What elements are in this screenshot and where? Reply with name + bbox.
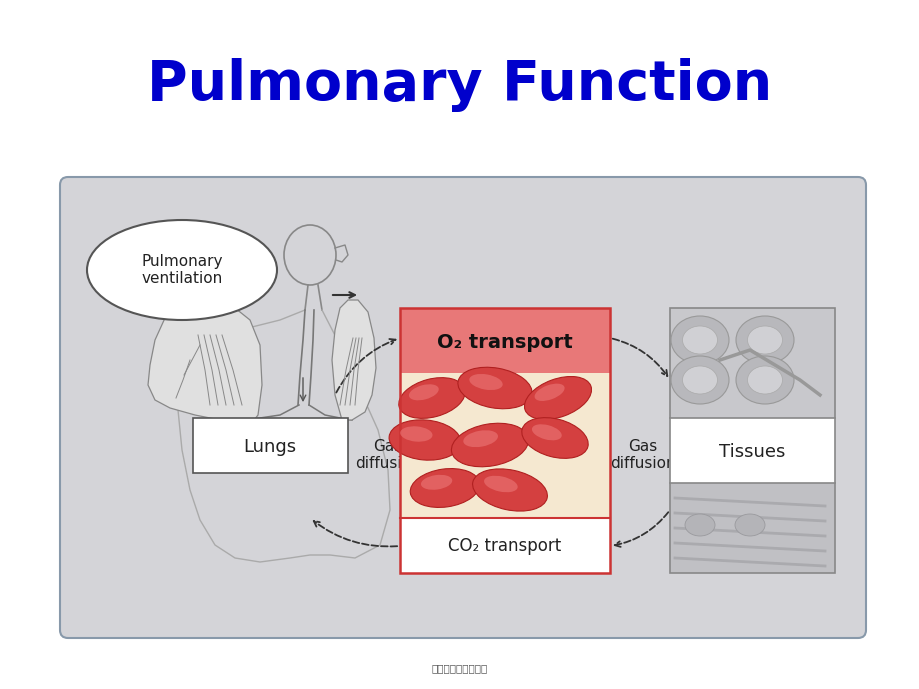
Text: Tissues: Tissues [718, 443, 784, 461]
Ellipse shape [682, 326, 717, 354]
Ellipse shape [400, 426, 432, 442]
Bar [400, 373, 609, 518]
Ellipse shape [670, 356, 728, 404]
Bar [669, 308, 834, 573]
Text: CO₂ transport: CO₂ transport [448, 537, 561, 555]
Ellipse shape [421, 475, 452, 490]
Ellipse shape [531, 424, 562, 440]
Bar [669, 308, 834, 418]
Text: Pulmonary
ventilation: Pulmonary ventilation [142, 254, 222, 286]
Text: O₂ transport: O₂ transport [437, 333, 573, 351]
Bar [193, 418, 347, 473]
Ellipse shape [746, 366, 782, 394]
Bar [400, 308, 609, 573]
Ellipse shape [524, 376, 591, 420]
FancyBboxPatch shape [60, 177, 865, 638]
Ellipse shape [534, 384, 564, 401]
Ellipse shape [451, 423, 528, 466]
Text: Pulmonary Function: Pulmonary Function [147, 58, 772, 112]
Ellipse shape [389, 420, 460, 460]
Polygon shape [332, 300, 376, 420]
Ellipse shape [735, 316, 793, 364]
Ellipse shape [410, 469, 479, 507]
Bar [400, 308, 609, 373]
Ellipse shape [746, 326, 782, 354]
Ellipse shape [398, 378, 465, 418]
Text: Lungs: Lungs [244, 438, 296, 456]
Bar [669, 483, 834, 573]
Ellipse shape [483, 476, 517, 492]
Ellipse shape [682, 366, 717, 394]
Ellipse shape [670, 316, 728, 364]
Text: Gas
diffusion: Gas diffusion [609, 439, 675, 471]
Ellipse shape [458, 367, 531, 409]
Ellipse shape [469, 374, 502, 390]
Ellipse shape [463, 430, 497, 447]
Text: 第三页，共四十页。: 第三页，共四十页。 [431, 663, 488, 673]
Ellipse shape [409, 384, 438, 400]
Ellipse shape [734, 514, 765, 536]
Ellipse shape [735, 356, 793, 404]
Ellipse shape [87, 220, 277, 320]
Ellipse shape [521, 418, 587, 458]
Text: Gas
diffusion: Gas diffusion [355, 439, 420, 471]
Polygon shape [148, 300, 262, 428]
Bar [669, 418, 834, 483]
Bar [400, 518, 609, 573]
Ellipse shape [472, 469, 547, 511]
Ellipse shape [685, 514, 714, 536]
